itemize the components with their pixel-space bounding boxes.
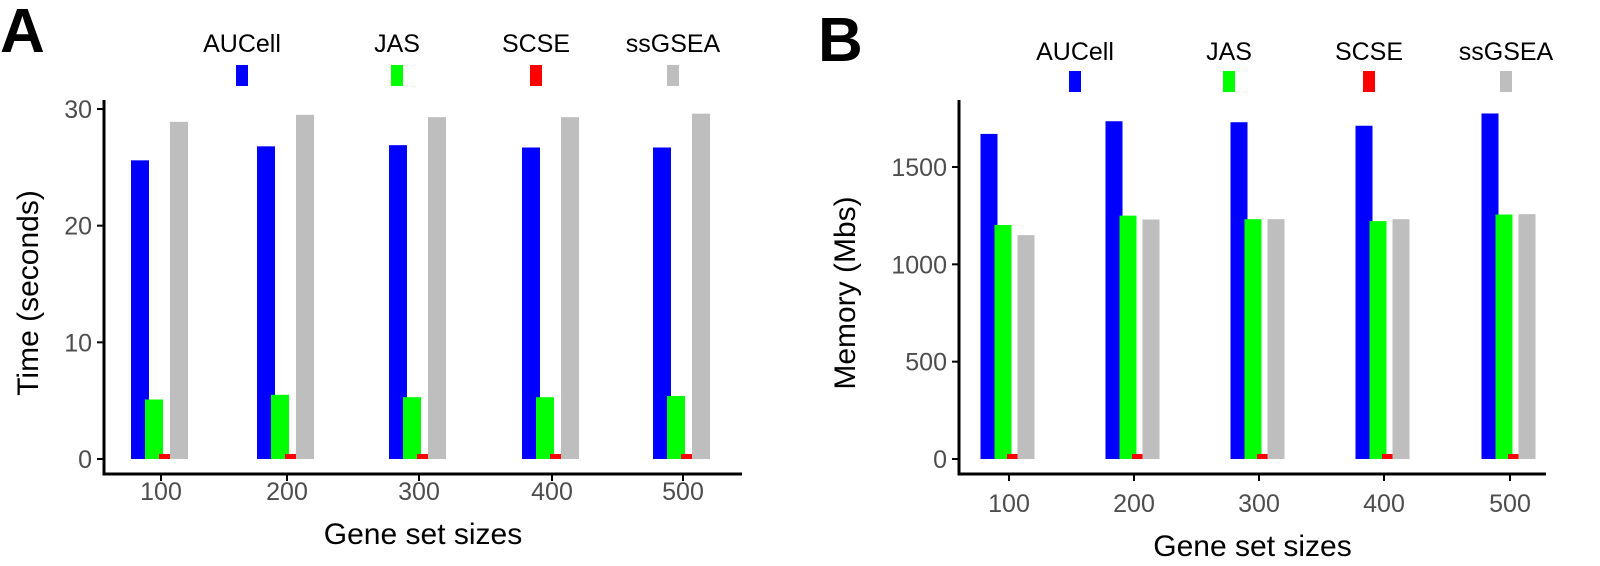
panel-a-bar-ssgsea-200 bbox=[296, 114, 314, 459]
panel-b-bar-scse-400 bbox=[1382, 454, 1394, 459]
panel-b-letter: B bbox=[818, 6, 863, 75]
panel-a-legend-label-scse: SCSE bbox=[502, 30, 570, 58]
panel-b-y-tick-label: 1000 bbox=[891, 251, 947, 279]
panel-a-bar-aucell-500 bbox=[653, 147, 671, 459]
panel-b-legend-swatch-jas bbox=[1223, 71, 1235, 92]
panel-b-bar-aucell-500 bbox=[1481, 113, 1499, 459]
panel-b-bar-jas-500 bbox=[1495, 214, 1513, 459]
panel-b-x-axis-title: Gene set sizes bbox=[1153, 530, 1351, 563]
panel-a-bar-aucell-400 bbox=[522, 147, 540, 459]
panel-a-axes: 0 10 20 30 100 200 300 400 500 bbox=[64, 96, 742, 506]
panel-b-bar-aucell-200 bbox=[1105, 121, 1123, 460]
panel-a-bar-aucell-300 bbox=[389, 145, 407, 459]
panel-a-bar-ssgsea-400 bbox=[561, 117, 579, 460]
panel-b-legend-label-aucell: AUCell bbox=[1036, 38, 1114, 66]
panel-a-bars bbox=[131, 113, 710, 460]
panel-b-bar-ssgsea-300 bbox=[1267, 219, 1285, 459]
panel-a-legend-swatch-scse bbox=[530, 65, 542, 86]
panel-a-bar-jas-100 bbox=[145, 399, 163, 459]
panel-b-legend-swatch-aucell bbox=[1069, 71, 1081, 92]
panel-b-x-tick-label: 500 bbox=[1489, 490, 1531, 518]
panel-b-x-tick-label: 300 bbox=[1238, 490, 1280, 518]
panel-b-axes: 0 500 1000 1500 100 200 300 400 500 bbox=[891, 100, 1546, 518]
panel-b-y-axis-title: Memory (Mbs) bbox=[829, 196, 862, 389]
panel-a-bar-ssgsea-100 bbox=[170, 121, 188, 459]
panel-a-legend-label-aucell: AUCell bbox=[203, 30, 281, 58]
panel-b-y-tick-label: 1500 bbox=[891, 154, 947, 182]
panel-a-y-tick-label: 20 bbox=[64, 213, 92, 241]
panel-b-bar-scse-200 bbox=[1132, 454, 1144, 459]
panel-a-legend-swatch-jas bbox=[391, 65, 403, 86]
panel-b-bar-ssgsea-400 bbox=[1392, 219, 1410, 459]
panel-a-axis-lines bbox=[102, 100, 742, 476]
panel-b-bars bbox=[980, 113, 1536, 460]
panel-b-x-tick-label: 400 bbox=[1363, 490, 1405, 518]
panel-a-bar-jas-300 bbox=[403, 397, 421, 459]
panel-a-y-tick-label: 10 bbox=[64, 329, 92, 357]
panel-b-x-tick-label: 200 bbox=[1113, 490, 1155, 518]
panel-a: A AUCell JAS SCSE ssGSEA 0 10 20 30 100 200 300 40… bbox=[0, 0, 742, 551]
panel-a-legend-label-ssgsea: ssGSEA bbox=[626, 30, 721, 58]
panel-a-bar-jas-200 bbox=[271, 394, 289, 459]
panel-b: B AUCell JAS SCSE ssGSEA 0 500 1000 1500 100 200… bbox=[818, 6, 1554, 563]
panel-a-x-tick-label: 200 bbox=[266, 478, 308, 506]
panel-a-x-tick-label: 400 bbox=[531, 478, 573, 506]
panel-a-bar-scse-400 bbox=[550, 454, 562, 459]
panel-a-legend-swatch-ssgsea bbox=[667, 65, 679, 86]
panel-a-bar-ssgsea-500 bbox=[692, 113, 710, 460]
panel-a-bar-scse-500 bbox=[681, 454, 693, 459]
panel-b-y-tick-label: 500 bbox=[905, 349, 947, 377]
panel-b-bar-jas-400 bbox=[1369, 221, 1387, 459]
panel-b-legend-swatch-scse bbox=[1363, 71, 1375, 92]
panel-b-bar-scse-100 bbox=[1007, 454, 1019, 459]
panel-a-y-tick-label: 30 bbox=[64, 96, 92, 124]
panel-b-legend-swatch-ssgsea bbox=[1500, 71, 1512, 92]
panel-a-y-tick-label: 0 bbox=[78, 446, 92, 474]
panel-a-bar-jas-500 bbox=[667, 396, 685, 459]
panel-b-bar-ssgsea-500 bbox=[1518, 214, 1536, 459]
panel-b-bar-jas-300 bbox=[1244, 219, 1262, 459]
panel-a-y-axis-title: Time (seconds) bbox=[12, 190, 45, 396]
panel-b-bar-ssgsea-100 bbox=[1017, 235, 1035, 459]
panel-a-bar-jas-400 bbox=[536, 397, 554, 459]
panel-b-bar-ssgsea-200 bbox=[1142, 219, 1160, 459]
panel-b-legend-label-jas: JAS bbox=[1206, 38, 1252, 66]
panel-a-legend-swatch-aucell bbox=[236, 65, 248, 86]
panel-a-x-tick-label: 500 bbox=[662, 478, 704, 506]
panel-a-bar-scse-300 bbox=[417, 454, 429, 459]
panel-b-legend: AUCell JAS SCSE ssGSEA bbox=[1036, 38, 1554, 92]
panel-a-x-axis-title: Gene set sizes bbox=[324, 518, 522, 551]
panel-b-legend-label-ssgsea: ssGSEA bbox=[1459, 38, 1554, 66]
panel-a-bar-aucell-100 bbox=[131, 160, 149, 460]
panel-a-bar-scse-100 bbox=[159, 454, 171, 459]
panel-b-bar-aucell-400 bbox=[1355, 125, 1373, 460]
panel-a-x-tick-label: 100 bbox=[140, 478, 182, 506]
panel-b-x-tick-label: 100 bbox=[988, 490, 1030, 518]
panel-a-letter: A bbox=[0, 0, 45, 66]
panel-b-bar-jas-100 bbox=[994, 225, 1012, 459]
panel-a-x-tick-label: 300 bbox=[398, 478, 440, 506]
panel-b-bar-jas-200 bbox=[1119, 215, 1137, 459]
panel-b-axis-lines bbox=[957, 100, 1546, 476]
panel-b-y-tick-label: 0 bbox=[933, 446, 947, 474]
panel-b-bar-scse-500 bbox=[1508, 454, 1520, 459]
panel-a-legend: AUCell JAS SCSE ssGSEA bbox=[203, 30, 721, 86]
panel-b-bar-scse-300 bbox=[1257, 454, 1269, 459]
panel-b-bar-aucell-100 bbox=[980, 133, 998, 459]
panel-b-legend-label-scse: SCSE bbox=[1335, 38, 1403, 66]
panel-a-bar-ssgsea-300 bbox=[428, 117, 446, 460]
panel-a-bar-scse-200 bbox=[285, 454, 297, 459]
panel-b-bar-aucell-300 bbox=[1230, 122, 1248, 459]
panel-a-legend-label-jas: JAS bbox=[374, 30, 420, 58]
panel-a-bar-aucell-200 bbox=[257, 146, 275, 460]
